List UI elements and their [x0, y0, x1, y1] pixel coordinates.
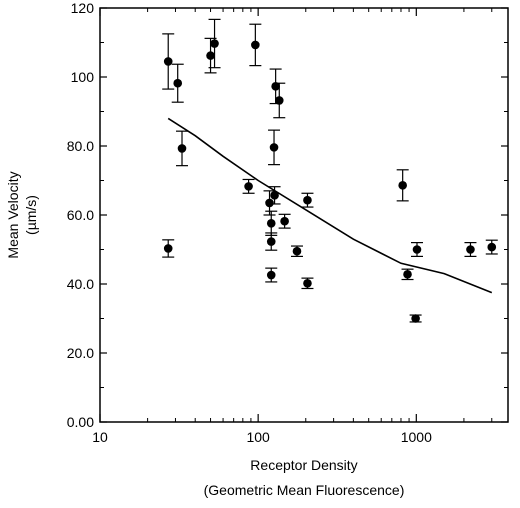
data-point-marker	[466, 245, 475, 254]
data-point	[301, 277, 314, 290]
y-axis-title: Mean Velocity	[5, 171, 21, 258]
data-point-marker	[251, 40, 260, 50]
y-axis-ticks: 0.00 20.0 40.0 60.0 80.0 100 120	[67, 0, 508, 430]
y-tick-label: 100	[71, 69, 95, 85]
data-point	[162, 239, 175, 258]
data-point	[242, 178, 255, 194]
data-point	[249, 23, 262, 67]
data-point	[485, 239, 498, 255]
x-tick-label: 1000	[401, 429, 432, 445]
data-point-marker	[173, 78, 183, 88]
data-point-marker	[163, 57, 173, 66]
data-point	[273, 82, 286, 119]
data-point	[269, 68, 282, 105]
y-tick-label: 120	[71, 0, 95, 16]
data-point-marker	[303, 195, 312, 205]
data-point	[176, 130, 189, 167]
data-point-marker	[265, 198, 274, 208]
data-point-marker	[266, 218, 276, 228]
data-point-marker	[210, 39, 219, 48]
data-point	[301, 192, 314, 208]
y-tick-label: 80.0	[67, 138, 94, 154]
data-point-marker	[274, 96, 284, 105]
data-point	[268, 129, 281, 166]
data-point	[265, 210, 278, 236]
data-point-marker	[412, 245, 422, 254]
y-tick-label: 20.0	[67, 345, 94, 361]
data-point	[278, 213, 291, 229]
data-point	[265, 232, 278, 251]
y-tick-label: 60.0	[67, 207, 94, 223]
data-point-marker	[487, 242, 497, 252]
y-tick-label: 40.0	[67, 276, 94, 292]
data-point-marker	[280, 216, 289, 226]
x-tick-label: 100	[246, 429, 270, 445]
x-axis-ticks: 10 100 1000	[92, 8, 493, 445]
x-tick-label: 10	[92, 429, 108, 445]
data-point-marker	[292, 246, 302, 256]
data-point-marker	[303, 279, 312, 288]
data-point	[290, 245, 303, 257]
data-point-marker	[206, 51, 215, 60]
fit-line	[167, 117, 493, 294]
data-point	[396, 169, 409, 202]
data-point	[265, 267, 278, 283]
data-point	[171, 63, 184, 103]
data-point-marker	[163, 244, 173, 253]
data-point	[410, 242, 423, 257]
data-point-marker	[403, 270, 412, 279]
y-tick-label: 0.00	[67, 414, 94, 430]
data-point	[268, 186, 281, 205]
data-points-layer	[162, 18, 498, 323]
trend-line-layer	[167, 117, 493, 294]
data-point-marker	[266, 237, 276, 246]
data-point-marker	[177, 144, 187, 153]
data-point	[208, 18, 221, 69]
data-point	[464, 242, 477, 257]
data-point-marker	[411, 314, 420, 323]
data-point-marker	[270, 191, 279, 200]
data-point	[409, 314, 422, 323]
plot-area-frame	[99, 7, 509, 423]
data-point-marker	[266, 270, 276, 280]
x-axis-title-sub: (Geometric Mean Fluorescence)	[204, 482, 405, 498]
data-point	[401, 268, 414, 281]
data-point-marker	[398, 181, 407, 190]
data-point-marker	[244, 182, 253, 191]
y-axis-title-unit: (µm/s)	[23, 195, 39, 235]
data-point-marker	[269, 143, 279, 152]
data-point	[162, 33, 175, 90]
data-point-marker	[271, 82, 280, 91]
x-axis-title: Receptor Density	[250, 457, 357, 473]
